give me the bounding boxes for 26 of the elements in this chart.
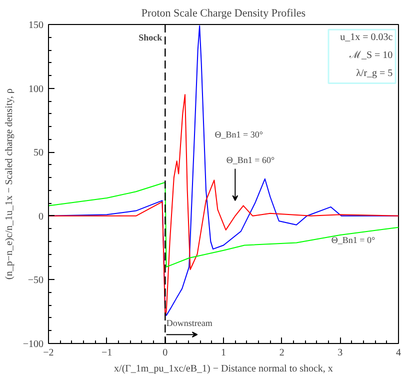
series-label: Θ_Bn1 = 30° (214, 129, 264, 140)
y-axis-title: (n_p−n_e)c/n_1u_1x − Scaled charge density, ρ (4, 88, 15, 280)
text: Θ_Bn1 = 60° (226, 154, 275, 165)
x-tick-label: 4 (396, 348, 401, 358)
x-tick-label: 0 (162, 348, 168, 358)
y-tick-label: 0 (38, 211, 44, 222)
annotation: λ/r_g = 5 (356, 68, 393, 79)
x-tick-label: 2 (279, 348, 284, 358)
series-label: Θ_Bn1 = 0° (331, 235, 376, 246)
y-tick-label: −50 (28, 275, 44, 286)
x-tick-label: −1 (102, 348, 112, 358)
y-tick-label: 150 (28, 20, 44, 31)
y-tick-label: 50 (34, 148, 44, 159)
annotation: ℳ_S = 10 (348, 50, 393, 62)
line-series (48, 94, 398, 316)
x-tick-label: 3 (338, 348, 343, 358)
x-tick-label: 1 (221, 348, 226, 358)
chart-title: Proton Scale Charge Density Profiles (141, 8, 306, 20)
line-series (48, 182, 398, 268)
x-tick-label: −2 (43, 348, 54, 358)
annotation: u_1x = 0.03c (340, 32, 394, 44)
ref-line-label: Shock (138, 32, 162, 42)
y-tick-label: 100 (28, 84, 44, 95)
x-axis-title: x/(Γ_1m_pu_1xc/eB_1) − Distance normal to shock, x (114, 364, 333, 374)
annotation: Downstream (166, 318, 212, 328)
y-tick-label: −100 (22, 339, 44, 350)
